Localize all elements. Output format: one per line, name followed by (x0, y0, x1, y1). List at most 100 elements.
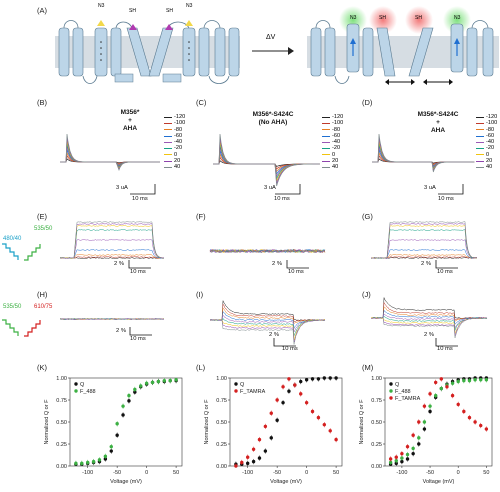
data-point (281, 401, 284, 404)
delta-v-label: ΔV (266, 34, 275, 41)
y-tick-label: 0.75 (371, 398, 382, 404)
fluor-trace (371, 303, 487, 320)
fluor-traces-f (210, 244, 325, 258)
data-point (121, 404, 124, 407)
scale-current-c: 3 uA (264, 185, 276, 191)
x-tick-label: -50 (273, 470, 281, 476)
data-point (423, 427, 426, 430)
data-point (411, 447, 414, 450)
data-point (258, 438, 261, 441)
panel-label-c: (C) (196, 98, 206, 107)
panel-label-k: (K) (37, 363, 47, 372)
scale-time-e: 10 ms (130, 269, 146, 275)
data-point (110, 445, 113, 448)
data-point (334, 376, 337, 379)
data-point (473, 420, 476, 423)
data-point (169, 379, 172, 382)
scale-fluor-i: 2 % (269, 332, 279, 338)
data-point (462, 410, 465, 413)
y-tick-label: 1.00 (216, 376, 227, 382)
current-trace (372, 143, 474, 168)
data-point (246, 462, 249, 465)
data-point (121, 413, 124, 416)
data-point (311, 377, 314, 380)
data-point (411, 434, 414, 437)
x-tick-label: -100 (242, 470, 253, 476)
panel-label-l: (L) (196, 363, 205, 372)
current-trace (372, 140, 474, 170)
data-point (329, 429, 332, 432)
fluor-traces-g (371, 218, 477, 262)
data-point (462, 379, 465, 382)
label-sh-right-2: SH (415, 15, 422, 21)
data-point (485, 427, 488, 430)
data-point (293, 383, 296, 386)
fluor-trace (371, 230, 477, 259)
data-point (440, 387, 443, 390)
scale-time-h: 10 ms (130, 336, 146, 342)
filter-em-h: 610/75 (34, 304, 52, 310)
data-point (240, 461, 243, 464)
data-point (417, 420, 420, 423)
panel-label-a: (A) (37, 6, 47, 15)
title-c: M356*-S424C (No AHA) (232, 111, 314, 127)
data-point (275, 419, 278, 422)
x-tick-label: 0 (145, 470, 148, 476)
data-point (468, 416, 471, 419)
legend-marker (389, 389, 392, 392)
data-point (457, 403, 460, 406)
current-trace (60, 153, 160, 165)
scale-time-f: 10 ms (288, 269, 304, 275)
data-point (163, 379, 166, 382)
data-point (264, 449, 267, 452)
current-trace (372, 153, 474, 166)
current-trace (213, 137, 320, 183)
fluor-traces-i (210, 296, 325, 346)
filter-ex-h: 535/50 (3, 304, 21, 310)
y-axis-label: Normalized Q or F (359, 399, 365, 445)
data-point (252, 448, 255, 451)
label-sh-right-1: SH (379, 15, 386, 21)
delta-v-arrow (252, 46, 294, 56)
filter-em-e: 535/50 (34, 226, 52, 232)
data-point (80, 462, 83, 465)
legend-marker (389, 396, 392, 399)
legend-label: F_488 (80, 389, 96, 395)
x-tick-label: 50 (483, 470, 489, 476)
schematic-left (55, 12, 240, 90)
current-trace (372, 137, 474, 171)
scale-time-g: 10 ms (437, 269, 453, 275)
current-trace (60, 140, 160, 168)
scale-time-d: 10 ms (438, 196, 454, 202)
data-point (145, 382, 148, 385)
current-trace (372, 150, 474, 167)
y-tick-label: 0.00 (56, 464, 67, 470)
legend-label: F_488 (395, 389, 411, 395)
scale-current-d: 3 uA (424, 185, 436, 191)
data-point (246, 456, 249, 459)
data-point (411, 452, 414, 455)
current-trace (60, 146, 160, 166)
legend-label: Q (240, 382, 245, 388)
data-point (389, 457, 392, 460)
panel-label-i: (I) (196, 290, 203, 299)
y-tick-label: 1.00 (56, 376, 67, 382)
x-tick-label: -100 (82, 470, 93, 476)
current-trace (60, 150, 160, 166)
data-point (305, 378, 308, 381)
x-tick-label: 50 (333, 470, 339, 476)
data-point (468, 379, 471, 382)
panel-label-d: (D) (362, 98, 372, 107)
data-point (479, 378, 482, 381)
data-point (451, 382, 454, 385)
data-point (127, 399, 130, 402)
data-point (305, 401, 308, 404)
current-trace (372, 134, 474, 172)
current-trace (60, 137, 160, 169)
data-point (473, 378, 476, 381)
data-point (174, 378, 177, 381)
data-point (104, 455, 107, 458)
panel-label-h: (H) (37, 290, 47, 299)
data-point (434, 381, 437, 384)
data-point (428, 404, 431, 407)
